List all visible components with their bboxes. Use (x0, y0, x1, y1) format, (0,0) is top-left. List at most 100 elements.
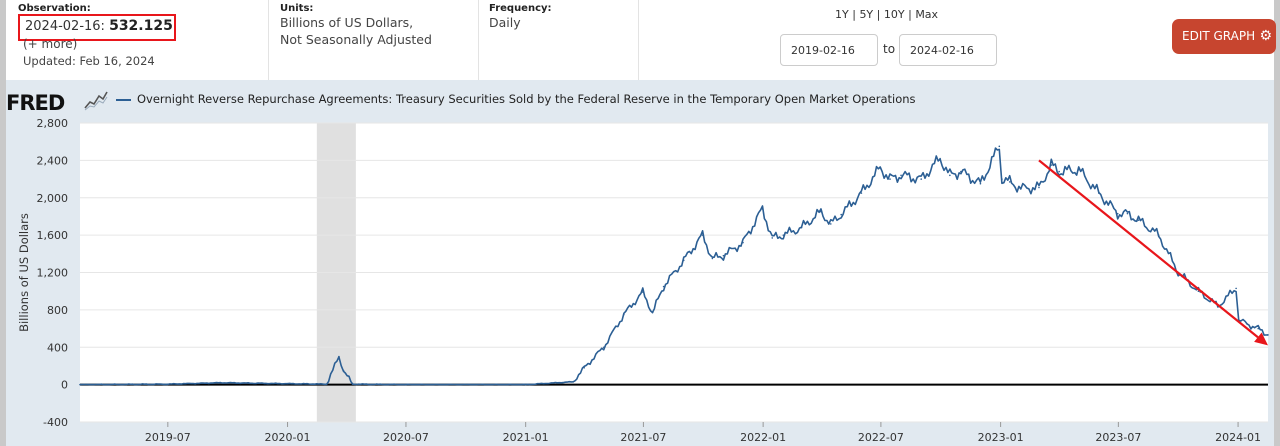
frequency-value: Daily (489, 15, 521, 30)
data-point (219, 381, 222, 384)
data-point (623, 313, 625, 316)
x-tick-label: 2020-07 (383, 431, 429, 444)
range-max[interactable]: Max (915, 8, 939, 21)
data-point (662, 285, 665, 288)
trend-arrow-line (1038, 159, 1259, 339)
x-tick-label: 2021-07 (620, 431, 666, 444)
data-point (920, 178, 923, 180)
data-point (820, 210, 822, 213)
end-date-input[interactable] (899, 34, 997, 66)
data-point (1077, 168, 1080, 171)
range-selector: 1Y | 5Y | 10Y | Max (835, 8, 939, 21)
data-point (829, 223, 832, 225)
data-point (1126, 212, 1129, 215)
range-1y[interactable]: 1Y (835, 8, 849, 21)
units-label: Units: (280, 3, 314, 14)
data-point (800, 226, 803, 229)
frequency-panel: Frequency: Daily (489, 0, 639, 80)
more-observations-link[interactable]: (+ more) (23, 37, 78, 51)
y-axis-label: Billions of US Dollars (17, 213, 31, 332)
y-tick-label: 2,400 (37, 154, 69, 167)
edit-graph-label: EDIT GRAPH (1182, 29, 1256, 43)
chart-legend: Overnight Reverse Repurchase Agreements:… (116, 92, 916, 106)
observation-panel: Observation: (18, 0, 268, 80)
data-point (1235, 287, 1237, 290)
data-point (572, 381, 574, 383)
data-point (1267, 334, 1269, 336)
data-point (641, 291, 644, 293)
y-tick-label: 1,600 (37, 229, 69, 242)
data-point (1257, 327, 1260, 330)
data-point (960, 170, 962, 173)
data-point (167, 383, 169, 385)
data-point (722, 254, 725, 257)
data-point (1019, 187, 1022, 190)
data-point (1246, 323, 1248, 325)
frequency-label: Frequency: (489, 3, 552, 14)
series-line (79, 147, 1269, 386)
x-tick-label: 2022-07 (858, 431, 904, 444)
data-point (583, 367, 586, 369)
x-tick-label: 2023-07 (1095, 431, 1141, 444)
fred-logo[interactable]: FRED (6, 91, 65, 115)
data-point (840, 213, 843, 216)
data-point (900, 174, 902, 177)
data-point (1050, 164, 1053, 166)
legend-swatch (116, 98, 131, 101)
data-point (651, 311, 654, 314)
y-tick-label: 0 (61, 379, 68, 392)
observation-value: 532.125 (109, 18, 173, 34)
data-point (860, 192, 863, 194)
x-tick-label: 2019-07 (145, 431, 191, 444)
data-point (742, 241, 744, 244)
data-point (879, 167, 882, 169)
units-panel: Units: Billions of US Dollars, Not Seaso… (280, 0, 480, 80)
y-tick-label: -400 (43, 416, 68, 429)
y-tick-label: 1,200 (37, 267, 69, 280)
updated-date: Updated: Feb 16, 2024 (23, 54, 155, 68)
start-date-input[interactable] (780, 34, 878, 66)
y-tick-label: 400 (47, 341, 68, 354)
data-point (286, 382, 289, 385)
range-5y[interactable]: 5Y (859, 8, 874, 21)
x-tick-label: 2024-01 (1215, 431, 1261, 444)
x-tick-label: 2020-01 (265, 431, 311, 444)
header-divider (638, 0, 639, 80)
observation-value-box: 2024-02-16: 532.125 (18, 14, 176, 41)
units-line-2: Not Seasonally Adjusted (280, 32, 432, 47)
data-point (1038, 186, 1040, 189)
data-point (1058, 170, 1060, 173)
observation-label: Observation: (18, 3, 91, 14)
data-point (761, 208, 764, 210)
header-bar: Observation: 2024-02-16: 532.125 (+ more… (6, 0, 1276, 80)
gear-icon: ⚙ (1259, 28, 1272, 44)
sparkline-icon (84, 89, 108, 111)
header-divider (268, 0, 269, 80)
data-point (325, 383, 328, 385)
to-label: to (883, 42, 896, 56)
data-point (405, 383, 407, 386)
data-point (711, 257, 714, 260)
range-10y[interactable]: 10Y (883, 8, 905, 21)
data-point (782, 234, 785, 236)
data-point (1116, 212, 1119, 215)
data-point (979, 182, 982, 185)
data-point (1001, 178, 1003, 180)
data-point (771, 237, 774, 239)
data-point (351, 383, 354, 385)
data-point (701, 234, 704, 236)
data-point (1157, 234, 1160, 236)
x-tick-label: 2022-01 (740, 431, 786, 444)
y-tick-label: 2,000 (37, 192, 69, 205)
line-chart: -400 0 400 800 1,200 1,600 2,000 2,400 2,800 2019… (17, 117, 1269, 444)
x-tick-label: 2021-01 (503, 431, 549, 444)
header-divider (478, 0, 479, 80)
y-tick-label: 800 (47, 304, 68, 317)
data-point (939, 157, 941, 160)
y-tick-label: 2,800 (37, 117, 69, 130)
edit-graph-button[interactable]: EDIT GRAPH ⚙ (1172, 19, 1276, 54)
data-point (602, 346, 605, 349)
data-point (949, 174, 951, 177)
data-point (889, 178, 891, 180)
data-point (998, 145, 1001, 148)
